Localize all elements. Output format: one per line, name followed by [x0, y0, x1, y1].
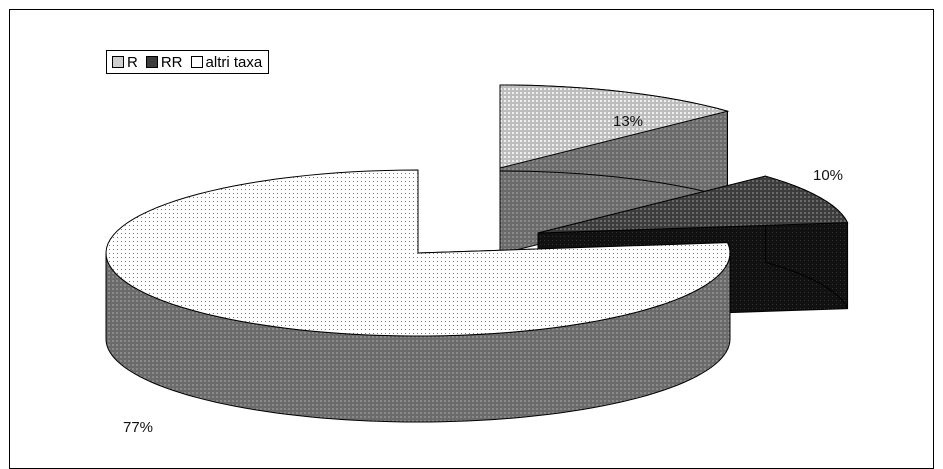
legend-label: RR — [160, 53, 183, 71]
legend-item: R — [112, 54, 138, 71]
pie-slice-top — [499, 84, 730, 169]
slice-label-1: 13% — [613, 113, 643, 130]
pie-slice-1 — [499, 84, 730, 255]
pie-slice-top — [537, 175, 849, 234]
pie-chart: 13% 10% 77% — [105, 84, 849, 436]
legend-item: RR — [145, 53, 183, 71]
legend-label: altri taxa — [205, 53, 263, 71]
chart-legend: R RR altri taxa — [106, 50, 270, 74]
legend-swatch — [190, 56, 203, 68]
slice-label-2: 10% — [813, 167, 843, 184]
slice-label-3: 77% — [123, 419, 153, 436]
legend-swatch — [145, 56, 158, 68]
legend-item: altri taxa — [190, 53, 263, 71]
legend-label: R — [127, 53, 138, 71]
legend-swatch — [112, 56, 124, 68]
pie-slice-top — [105, 169, 731, 337]
pie-slice-3 — [105, 169, 731, 423]
